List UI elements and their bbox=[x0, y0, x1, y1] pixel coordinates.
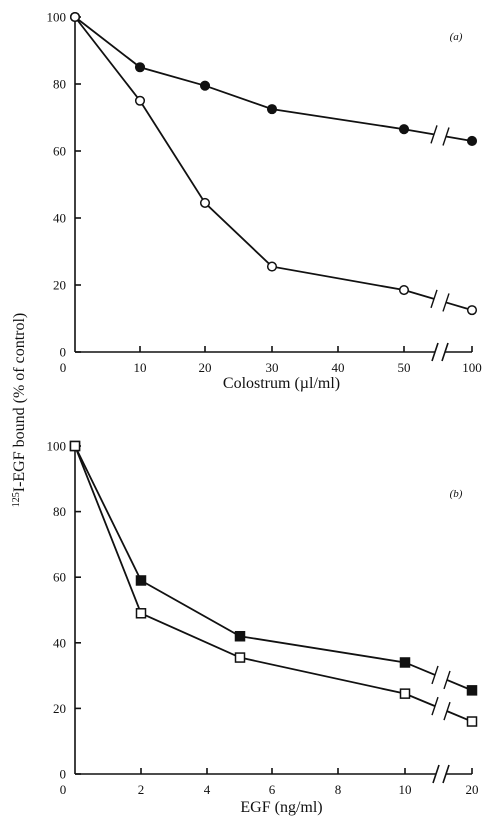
panel-a-y-tick-label: 40 bbox=[53, 211, 66, 226]
panel-b-y-tick-label: 80 bbox=[53, 504, 66, 519]
panel-a-series-2-point bbox=[466, 305, 478, 316]
panel-b-x-tick-label: 6 bbox=[269, 782, 276, 797]
panel-b-label: (b) bbox=[450, 488, 463, 500]
panel-a-x-tick-label: 30 bbox=[266, 360, 279, 375]
panel-a-x-tick-label: 20 bbox=[199, 360, 212, 375]
panel-b-series-2-point bbox=[135, 608, 147, 619]
panel-a-series-1-point bbox=[199, 80, 211, 91]
panel-a-series-1-break-mark bbox=[442, 127, 450, 146]
panel-a-x-tick-label: 100 bbox=[462, 360, 482, 375]
panel-b-series-2-break-mark bbox=[443, 701, 451, 721]
panel-a-x-axis-break-mark bbox=[431, 342, 439, 362]
panel-b-x-tick-label: 20 bbox=[466, 782, 479, 797]
panel-a-y-tick-label: 60 bbox=[53, 144, 66, 159]
panel-a-label: (a) bbox=[450, 31, 463, 43]
panel-b-y-tick-label: 100 bbox=[47, 439, 67, 454]
panel-a-series-1-point bbox=[134, 62, 146, 73]
panel-a-x-tick-label: 50 bbox=[398, 360, 411, 375]
panel-a-series-1-break-mark bbox=[430, 125, 438, 144]
panel-a-x-tick-label: 10 bbox=[134, 360, 147, 375]
panel-a-y-tick-label: 20 bbox=[53, 278, 66, 293]
panel-a-y-tick-label: 0 bbox=[60, 345, 67, 360]
panel-b-series-2-point bbox=[466, 716, 478, 727]
panel-b-series-2-point bbox=[399, 688, 411, 699]
panel-b-series-1-break-mark bbox=[443, 670, 451, 690]
panel-a-x-tick-label: 40 bbox=[332, 360, 345, 375]
panel-a-series-2-line bbox=[74, 16, 435, 300]
shared-y-axis-label: 125I-EGF bound (% of control) bbox=[11, 313, 28, 508]
panel-b-y-tick-label: 20 bbox=[53, 701, 66, 716]
panel-a-series-1-point bbox=[266, 104, 278, 115]
panel-b-series-2-line bbox=[74, 445, 436, 707]
panel-b-x-tick-label: 4 bbox=[204, 782, 211, 797]
panel-b-x-tick-label: 8 bbox=[335, 782, 342, 797]
panel-b-series-2-point bbox=[234, 652, 246, 663]
panel-b-series-2-point bbox=[69, 440, 81, 452]
panel-b-series-1-point bbox=[234, 630, 246, 642]
y-label-text: I-EGF bound (% of control) bbox=[11, 313, 28, 493]
panel-a-series-2-point bbox=[69, 11, 81, 23]
panel-b-y-tick-label: 0 bbox=[60, 767, 67, 782]
panel-a-x-tick-label: 0 bbox=[60, 360, 67, 375]
panel-a-series-1-line bbox=[74, 16, 435, 136]
panel-b-series-1-break-mark bbox=[431, 665, 439, 685]
panel-a-series-2-break-mark bbox=[430, 289, 438, 309]
panel-a-series-2-break-mark bbox=[442, 293, 450, 312]
panel-b-series-1-point bbox=[399, 657, 411, 668]
panel-b-x-tick-label: 0 bbox=[60, 782, 67, 797]
panel-b-series-1-line bbox=[74, 445, 436, 676]
panel-b-x-tick-label: 2 bbox=[138, 782, 145, 797]
y-label-superscript: 125 bbox=[11, 492, 22, 507]
panel-b-y-tick-label: 60 bbox=[53, 570, 66, 585]
panel-b-x-axis-label: EGF (ng/ml) bbox=[240, 799, 322, 816]
panel-a-series-1-point bbox=[466, 135, 478, 146]
panel-b-egf-chart: 0 20 40 60 80 100 0 2 4 6 8 10 20 EGF (ng/ml) (b) bbox=[47, 439, 479, 817]
panel-a-y-tick-label: 100 bbox=[47, 10, 67, 25]
panel-b-series-1-point bbox=[135, 575, 147, 586]
panel-b-x-axis-break-mark bbox=[432, 764, 440, 784]
panel-b-series-2-break-mark bbox=[431, 696, 439, 716]
panel-b-series-1-point bbox=[466, 685, 478, 696]
panel-a-x-axis-label: Colostrum (µl/ml) bbox=[223, 375, 340, 392]
panel-a-colostrum-chart: 0 20 40 60 80 100 0 10 20 30 40 50 100 Colostrum (µl/… bbox=[47, 10, 482, 393]
panel-a-series-2-point bbox=[398, 284, 410, 296]
panel-a-series-2-point bbox=[134, 95, 146, 106]
panel-b-x-axis-break-mark bbox=[442, 764, 450, 784]
panel-a-series-2-point bbox=[199, 197, 211, 208]
panel-a-series-2-point bbox=[266, 261, 278, 272]
panel-a-x-axis-break-mark bbox=[441, 342, 449, 362]
panel-b-x-tick-label: 10 bbox=[399, 782, 412, 797]
panel-b-y-tick-label: 40 bbox=[53, 635, 66, 650]
panel-a-series-1-point bbox=[398, 124, 410, 135]
panel-a-y-tick-label: 80 bbox=[53, 77, 66, 92]
